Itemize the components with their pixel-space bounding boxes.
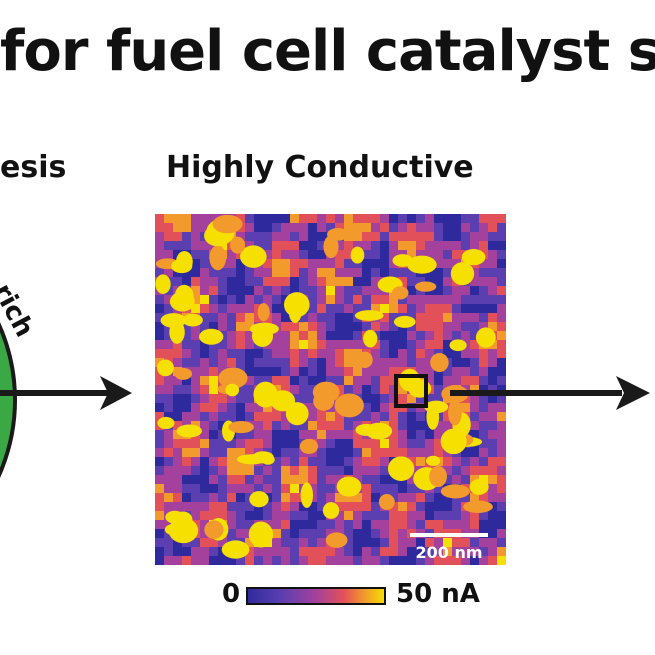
scale-bar-label: 200 nm [415, 543, 482, 562]
circle-label: rich [0, 279, 39, 342]
green-circle [0, 322, 17, 478]
colorbar-max-label: 50 nA [396, 579, 480, 609]
scale-bar [410, 533, 488, 537]
circle-label-group: rich [0, 279, 39, 342]
colorbar [246, 587, 386, 605]
conductivity-map [155, 214, 506, 565]
right-arrow-head [616, 376, 650, 410]
middle-panel-label: Highly Conductive [166, 150, 474, 185]
colorbar-min-label: 0 [222, 579, 241, 609]
left-arrow-head [100, 376, 132, 410]
figure-title: for fuel cell catalyst s [0, 19, 655, 84]
selection-box [394, 374, 428, 408]
left-panel-label: esis [0, 150, 67, 185]
